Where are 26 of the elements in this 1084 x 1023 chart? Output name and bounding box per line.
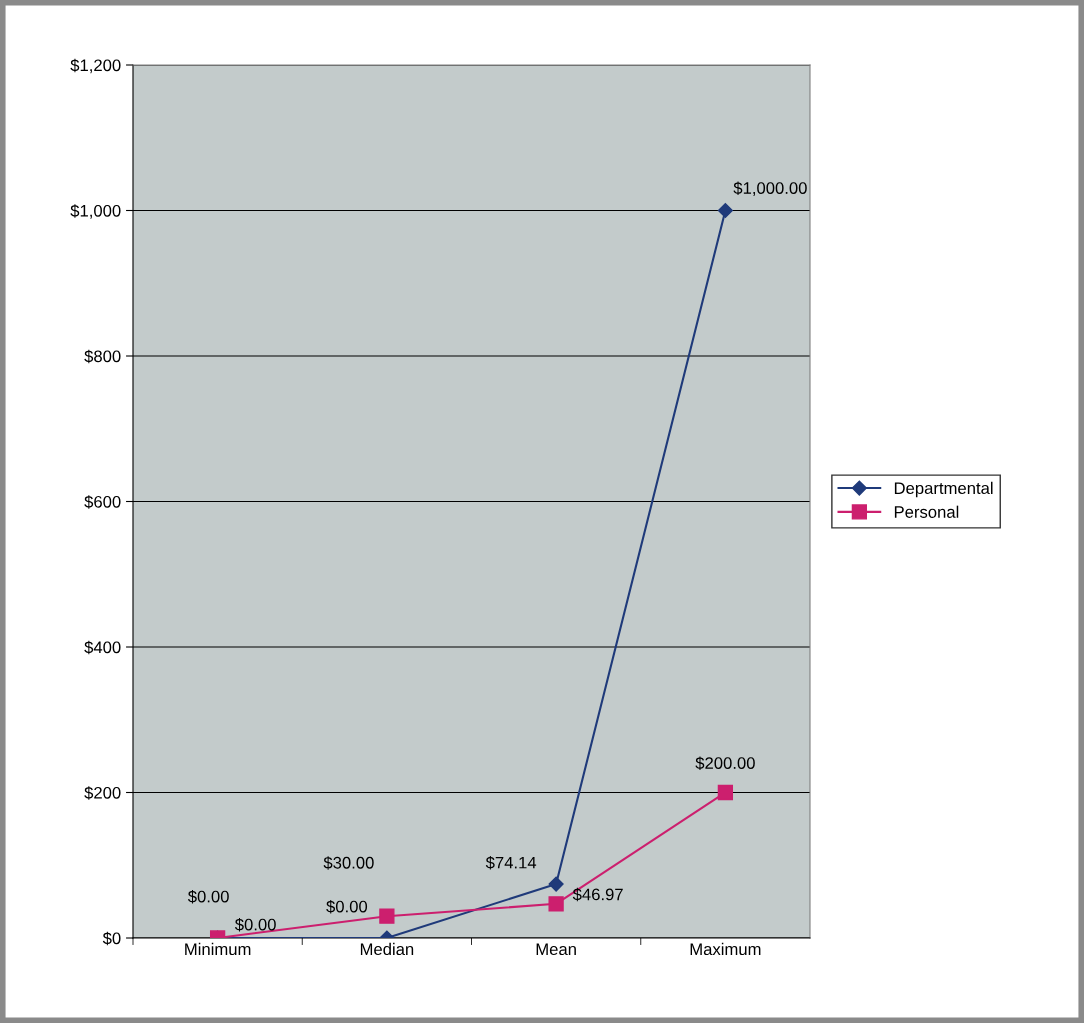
y-tick-label: $400 [84,640,121,655]
y-tick-label: $200 [84,786,121,800]
data-label: $0.00 [187,889,229,904]
y-tick-label: $1,200 [70,58,121,74]
x-tick-label: Mean [536,943,576,956]
x-tick-label: Median [360,942,414,956]
y-tick-label: $0 [102,931,121,946]
point [548,876,564,892]
data-label: $30.00 [323,856,374,870]
data-label: $46.97 [572,887,623,902]
y-tick-label: $1,000 [70,204,121,219]
legend-label: Personal [894,505,959,518]
y-tick-label: $800 [84,349,121,364]
point [379,908,395,924]
data-label: $0.00 [326,899,368,914]
data-label: $200.00 [695,756,755,770]
legend-label: Departmental [894,481,993,498]
data-label: $0.00 [234,917,276,932]
data-label: $74.14 [485,856,537,870]
y-tick-label: $600 [84,495,121,509]
data-label: $1,000.00 [733,181,807,196]
point [548,896,564,912]
x-tick-label: Minimum [185,942,251,956]
point [717,784,734,801]
point [717,202,733,219]
x-tick-label: Maximum [690,942,761,956]
